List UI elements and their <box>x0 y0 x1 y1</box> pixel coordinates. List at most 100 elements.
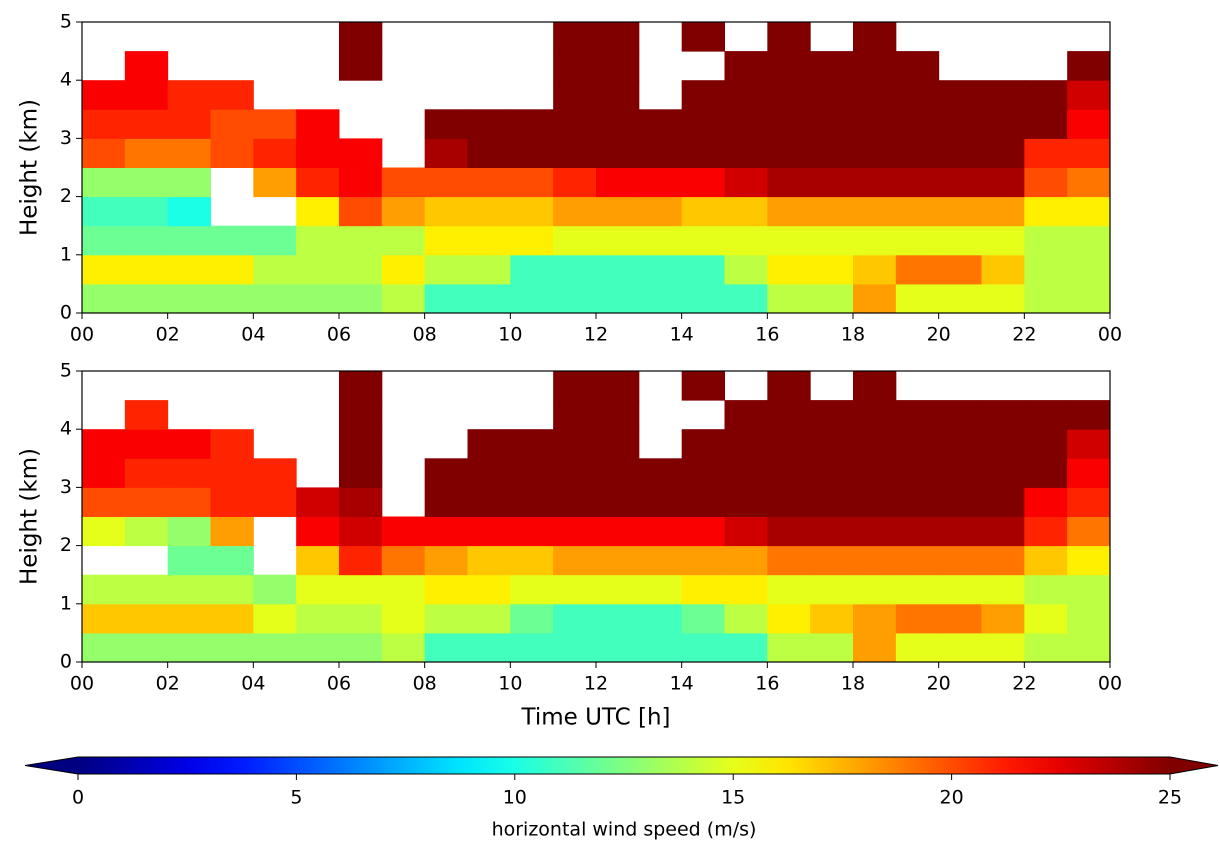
heat-cell <box>810 254 854 285</box>
heat-cell <box>553 283 597 314</box>
heat-cell <box>167 458 211 488</box>
heat-cell <box>553 458 597 488</box>
heat-cell <box>210 632 254 663</box>
heat-cell <box>296 574 340 605</box>
x-tick-label: 00 <box>70 673 94 695</box>
heat-cell <box>596 545 640 576</box>
heat-cell <box>853 400 897 430</box>
heat-cell <box>553 632 597 663</box>
heat-cell <box>767 109 811 139</box>
heat-cell <box>767 458 811 488</box>
heat-cell <box>724 632 768 663</box>
heat-cell <box>553 51 597 81</box>
heat-cell <box>853 603 897 634</box>
x-tick-label: 08 <box>413 324 437 346</box>
heat-cell <box>767 22 811 52</box>
heat-cell <box>339 603 383 634</box>
heat-cell <box>82 80 126 110</box>
heat-cell <box>681 574 725 605</box>
heat-cell <box>1067 109 1111 139</box>
heat-cell <box>767 283 811 314</box>
heat-cell <box>938 196 982 227</box>
heat-cell <box>381 254 426 285</box>
heat-cell <box>124 603 169 634</box>
heat-cell <box>167 487 211 517</box>
heat-cell <box>938 167 982 198</box>
heat-cell <box>339 545 383 576</box>
heat-cell <box>296 516 340 547</box>
heat-cell <box>938 225 982 256</box>
y-tick-label: 4 <box>60 69 72 91</box>
y-tick-label: 3 <box>60 476 72 498</box>
x-tick-label: 20 <box>927 673 951 695</box>
x-tick-label: 22 <box>1012 673 1036 695</box>
heat-cell <box>253 458 297 488</box>
heat-cell <box>895 400 940 430</box>
heat-cell <box>381 632 426 663</box>
heat-cell <box>638 516 683 547</box>
heat-cell <box>424 632 468 663</box>
heat-cell <box>810 632 854 663</box>
heat-cell <box>810 516 854 547</box>
x-tick-label: 04 <box>241 324 265 346</box>
heat-cell <box>895 429 940 459</box>
heat-cell <box>553 487 597 517</box>
heat-cell <box>82 196 126 227</box>
heat-cell <box>724 225 768 256</box>
colorbar-tick-label: 5 <box>290 787 302 809</box>
heat-cell <box>339 487 383 517</box>
heat-cell <box>981 254 1025 285</box>
heat-cell <box>124 400 169 430</box>
x-tick-label: 00 <box>1098 673 1122 695</box>
x-tick-label: 08 <box>413 673 437 695</box>
y-tick-label: 5 <box>60 11 72 33</box>
heat-cell <box>210 109 254 139</box>
heat-cell <box>124 196 169 227</box>
colorbar-tick-label: 15 <box>721 787 745 809</box>
heat-cell <box>938 283 982 314</box>
heat-cell <box>339 574 383 605</box>
x-tick-label: 18 <box>841 324 865 346</box>
x-tick-label: 10 <box>498 324 522 346</box>
heat-cell <box>167 225 211 256</box>
x-tick-label: 16 <box>755 673 779 695</box>
heat-cell <box>210 429 254 459</box>
heat-cell <box>596 80 640 110</box>
heat-cell <box>681 109 725 139</box>
heat-cell <box>724 487 768 517</box>
heat-cell <box>510 283 554 314</box>
heat-cell <box>253 138 297 168</box>
heat-cell <box>767 254 811 285</box>
heat-cell <box>810 400 854 430</box>
y-axis-label: Height (km) <box>17 448 43 585</box>
x-tick-label: 04 <box>241 673 265 695</box>
heat-cell <box>124 80 169 110</box>
heat-cell <box>1024 80 1068 110</box>
y-tick-label: 1 <box>60 592 72 614</box>
heat-cell <box>510 487 554 517</box>
y-axis-label: Height (km) <box>17 99 43 236</box>
y-tick-label: 4 <box>60 418 72 440</box>
heat-cell <box>895 138 940 168</box>
heat-cell <box>981 545 1025 576</box>
heat-cell <box>1024 283 1068 314</box>
heat-cell <box>767 429 811 459</box>
heat-cell <box>853 138 897 168</box>
heat-cell <box>681 225 725 256</box>
x-tick-label: 06 <box>327 324 351 346</box>
heat-cell <box>810 545 854 576</box>
heat-cell <box>981 167 1025 198</box>
heat-cell <box>596 458 640 488</box>
x-tick-label: 18 <box>841 673 865 695</box>
heat-cell <box>895 283 940 314</box>
heat-cell <box>938 109 982 139</box>
colorbar-tick-label: 20 <box>940 787 964 809</box>
heat-cell <box>638 138 683 168</box>
heat-cell <box>82 487 126 517</box>
heat-cell <box>724 51 768 81</box>
heat-cell <box>853 109 897 139</box>
heat-cell <box>853 458 897 488</box>
heat-cell <box>167 254 211 285</box>
heat-cell <box>895 632 940 663</box>
heat-cell <box>124 51 169 81</box>
